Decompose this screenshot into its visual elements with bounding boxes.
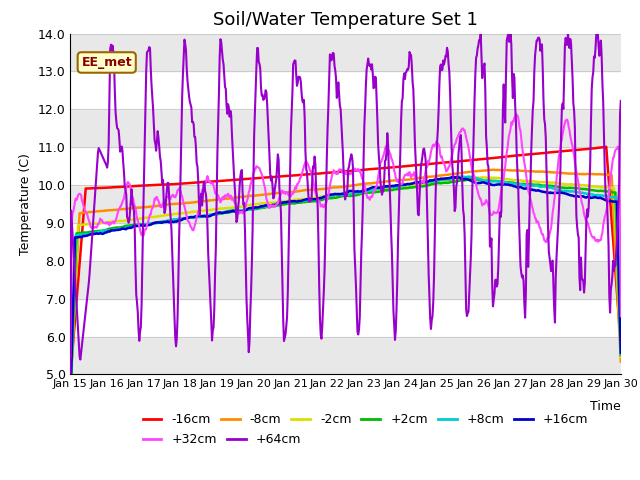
Bar — [70, 72, 621, 109]
Bar — [70, 336, 621, 374]
Bar — [70, 261, 621, 299]
Bar — [70, 34, 621, 72]
Bar — [70, 109, 621, 147]
Bar — [70, 147, 621, 185]
Legend: +32cm, +64cm: +32cm, +64cm — [143, 433, 301, 446]
Bar — [70, 223, 621, 261]
Bar — [70, 185, 621, 223]
Bar — [70, 299, 621, 336]
Title: Soil/Water Temperature Set 1: Soil/Water Temperature Set 1 — [213, 11, 478, 29]
Y-axis label: Temperature (C): Temperature (C) — [19, 153, 32, 255]
Text: Time: Time — [590, 400, 621, 413]
Text: EE_met: EE_met — [81, 56, 132, 69]
